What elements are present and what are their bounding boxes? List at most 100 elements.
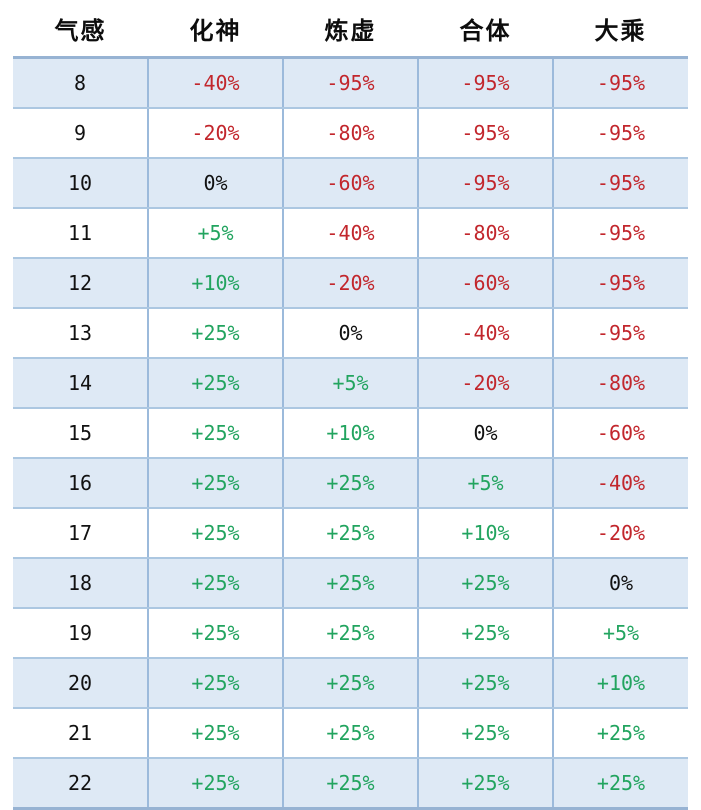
percent-cell: +25% [417,758,553,810]
percent-cell: +5% [282,358,418,409]
percent-cell: +5% [417,458,553,509]
percent-cell: +10% [282,408,418,459]
qigan-level-cell: 18 [13,558,148,609]
percent-cell: +10% [552,658,688,709]
percent-cell: 0% [417,408,553,459]
percent-cell: +25% [282,608,418,659]
percent-cell: -95% [552,308,688,359]
percent-cell: -20% [417,358,553,409]
qigan-level-cell: 13 [13,308,148,359]
table-row: 18 +25% +25% +25% 0% [13,558,688,609]
percent-cell: +25% [147,508,283,559]
percent-cell: -95% [552,258,688,309]
percent-cell: +25% [147,658,283,709]
qigan-level-cell: 15 [13,408,148,459]
percent-cell: -60% [282,158,418,209]
table-row: 20 +25% +25% +25% +10% [13,658,688,709]
column-header-huashen: 化神 [148,0,283,59]
column-header-qigan: 气感 [13,0,148,59]
qigan-level-cell: 11 [13,208,148,259]
percent-cell: +5% [147,208,283,259]
percent-cell: -80% [282,108,418,159]
table-row: 19 +25% +25% +25% +5% [13,608,688,659]
percent-cell: +25% [282,458,418,509]
qigan-level-cell: 12 [13,258,148,309]
percent-cell: -60% [417,258,553,309]
table-row: 15 +25% +10% 0% -60% [13,408,688,459]
table-row: 10 0% -60% -95% -95% [13,158,688,209]
table-row: 17 +25% +25% +10% -20% [13,508,688,559]
percent-cell: +25% [147,358,283,409]
qigan-level-cell: 14 [13,358,148,409]
qigan-level-cell: 17 [13,508,148,559]
percent-cell: -20% [552,508,688,559]
percent-cell: +25% [282,508,418,559]
stage-percentage-table: 气感 化神 炼虚 合体 大乘 8 -40% -95% -95% -95% 9 -20% -80… [13,0,688,810]
qigan-level-cell: 21 [13,708,148,759]
percent-cell: +25% [147,408,283,459]
percent-cell: -80% [417,208,553,259]
percent-cell: -95% [552,108,688,159]
percent-cell: -20% [147,108,283,159]
percent-cell: +25% [147,708,283,759]
percent-cell: +10% [147,258,283,309]
percent-cell: +25% [147,308,283,359]
percent-cell: +25% [147,758,283,810]
qigan-level-cell: 10 [13,158,148,209]
percent-cell: -95% [417,158,553,209]
percent-cell: +25% [417,608,553,659]
column-header-heti: 合体 [418,0,553,59]
percent-cell: +25% [282,658,418,709]
table-row: 22 +25% +25% +25% +25% [13,758,688,810]
qigan-level-cell: 16 [13,458,148,509]
percent-cell: -40% [147,57,283,109]
percent-cell: +25% [282,558,418,609]
table-row: 21 +25% +25% +25% +25% [13,708,688,759]
qigan-level-cell: 9 [13,108,148,159]
qigan-level-cell: 8 [13,57,148,109]
qigan-level-cell: 19 [13,608,148,659]
percent-cell: -95% [552,208,688,259]
table-row: 8 -40% -95% -95% -95% [13,57,688,109]
table-row: 14 +25% +5% -20% -80% [13,358,688,409]
percent-cell: +25% [282,708,418,759]
table-header: 气感 化神 炼虚 合体 大乘 [13,0,688,59]
percent-cell: +25% [147,558,283,609]
percent-cell: +25% [552,708,688,759]
table-row: 9 -20% -80% -95% -95% [13,108,688,159]
percent-cell: +25% [417,708,553,759]
percent-cell: 0% [282,308,418,359]
column-header-lianxu: 炼虚 [283,0,418,59]
percent-cell: +25% [147,608,283,659]
column-header-dacheng: 大乘 [553,0,688,59]
percent-cell: -95% [417,108,553,159]
percent-cell: -95% [552,57,688,109]
percent-cell: -40% [417,308,553,359]
table-row: 16 +25% +25% +5% -40% [13,458,688,509]
percent-cell: 0% [552,558,688,609]
percent-cell: -40% [552,458,688,509]
percent-cell: +25% [417,658,553,709]
header-row: 气感 化神 炼虚 合体 大乘 [13,0,688,59]
qigan-level-cell: 20 [13,658,148,709]
table-body: 8 -40% -95% -95% -95% 9 -20% -80% -95% -95% 10 0% -6… [13,57,688,810]
percent-cell: +25% [282,758,418,810]
percent-cell: +10% [417,508,553,559]
percent-cell: -95% [417,57,553,109]
table-row: 13 +25% 0% -40% -95% [13,308,688,359]
percent-cell: -95% [282,57,418,109]
percent-cell: -20% [282,258,418,309]
percent-cell: +25% [147,458,283,509]
percent-cell: -80% [552,358,688,409]
percent-cell: -40% [282,208,418,259]
percent-cell: -95% [552,158,688,209]
percent-cell: -60% [552,408,688,459]
percent-cell: +25% [552,758,688,810]
percent-cell: +25% [417,558,553,609]
qigan-level-cell: 22 [13,758,148,810]
percent-cell: 0% [147,158,283,209]
table-row: 11 +5% -40% -80% -95% [13,208,688,259]
percent-cell: +5% [552,608,688,659]
table-row: 12 +10% -20% -60% -95% [13,258,688,309]
